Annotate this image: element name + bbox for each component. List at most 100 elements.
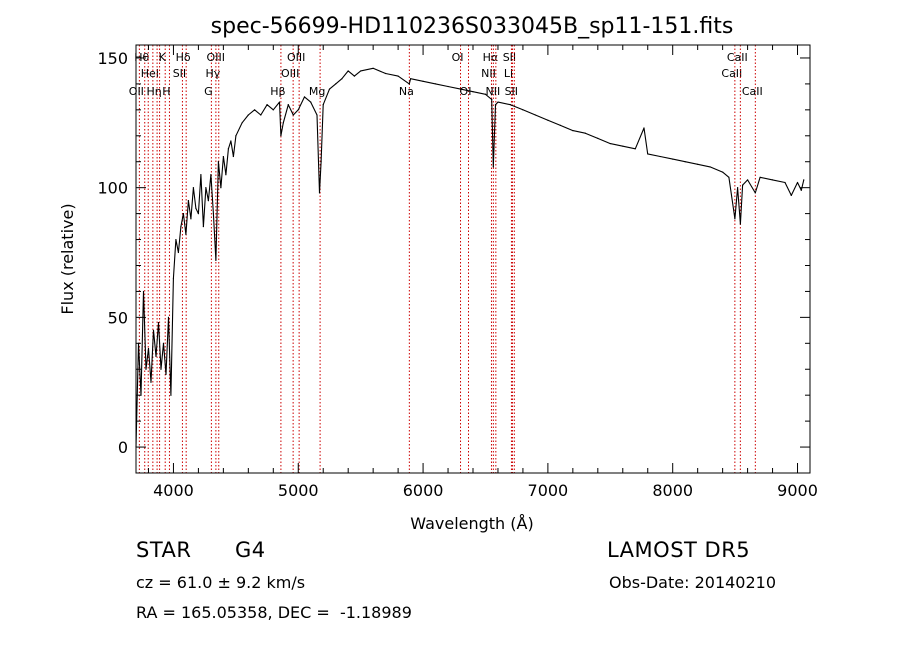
data-point (347, 70, 349, 72)
line-marker-label: OI (452, 51, 464, 64)
line-marker-label: SII (503, 51, 516, 64)
line-marker-label: Hη (146, 85, 161, 98)
line-marker-label: OIII (207, 51, 225, 64)
data-point (360, 70, 362, 72)
data-point (167, 316, 170, 318)
data-point (180, 225, 182, 228)
data-point (491, 98, 493, 101)
data-point (162, 342, 165, 344)
data-point (547, 119, 549, 121)
data-point (672, 158, 674, 160)
data-point (572, 130, 574, 132)
data-point (212, 213, 214, 215)
data-point (622, 145, 624, 147)
line-marker-label: G (204, 85, 213, 98)
coordinates: RA = 165.05358, DEC = -1.18989 (136, 603, 412, 622)
data-point (202, 225, 204, 228)
data-point (659, 155, 661, 158)
line-marker-label: Na (399, 85, 414, 98)
data-point (643, 127, 645, 129)
data-point (472, 91, 474, 93)
data-point (147, 347, 150, 350)
data-point (447, 85, 449, 88)
line-marker-label: HeI (141, 67, 159, 80)
data-point (734, 218, 736, 220)
data-point (247, 114, 249, 116)
data-point (372, 67, 374, 69)
line-marker-label: K (159, 51, 167, 64)
data-point (397, 75, 399, 77)
data-point (227, 148, 229, 150)
data-point (408, 83, 410, 85)
data-point (803, 179, 805, 181)
data-point (739, 223, 741, 225)
data-point (534, 114, 537, 116)
x-tick-label: 6000 (403, 481, 444, 500)
data-point (303, 96, 306, 98)
data-point (195, 207, 197, 210)
line-marker-label: OIII (287, 51, 305, 64)
data-point (170, 394, 172, 396)
spectrum-series (135, 67, 805, 448)
data-point (217, 161, 219, 163)
data-point (422, 80, 424, 82)
data-point (737, 187, 739, 189)
redshift-velocity: cz = 61.0 ± 9.2 km/s (136, 573, 306, 592)
data-point (177, 251, 180, 254)
data-point (697, 163, 699, 165)
object-subclass: G4 (235, 538, 266, 562)
data-point (222, 155, 224, 158)
data-point (409, 78, 412, 80)
data-point (235, 135, 237, 137)
data-point (771, 179, 774, 181)
data-point (266, 104, 268, 106)
data-point (722, 171, 724, 173)
data-point (220, 187, 222, 189)
axes: 4000 5000 6000 7000 8000 9000 0 50 100 150 (97, 45, 818, 500)
data-point (494, 104, 497, 106)
data-point (584, 132, 586, 134)
data-point (165, 373, 167, 376)
x-tick-label: 8000 (652, 481, 693, 500)
line-marker-label: Li (504, 67, 513, 80)
data-point (160, 368, 162, 370)
y-axis-label: Flux (relative) (58, 203, 77, 314)
data-point (353, 75, 356, 77)
data-point (215, 259, 217, 261)
data-point (192, 187, 195, 189)
y-tick-label: 100 (97, 179, 128, 198)
data-point (459, 88, 462, 90)
line-marker-label: CaII (727, 51, 748, 64)
data-point (297, 109, 299, 111)
data-point (335, 83, 337, 85)
data-point (318, 192, 321, 194)
data-point (207, 200, 209, 202)
y-tick-label: 50 (108, 308, 128, 327)
data-point (272, 109, 274, 111)
data-point (190, 218, 192, 220)
line-marker-label: OI (460, 85, 472, 98)
data-point (609, 142, 611, 145)
data-point (597, 137, 599, 139)
data-point (728, 176, 730, 178)
data-point (230, 140, 232, 142)
data-point (150, 381, 152, 383)
data-point (385, 72, 387, 75)
data-point (559, 124, 561, 127)
line-marker-label: Hβ (270, 85, 285, 98)
observation-date: Obs-Date: 20140210 (609, 573, 777, 592)
data-point (341, 78, 343, 80)
data-point (328, 88, 331, 90)
data-point (145, 368, 147, 370)
line-marker-label: SII (505, 85, 518, 98)
x-tick-label: 7000 (528, 481, 569, 500)
data-point (197, 213, 200, 215)
data-point (492, 166, 494, 168)
line-marker-label: NII (481, 67, 496, 80)
data-point (784, 181, 786, 184)
data-point (759, 176, 761, 178)
data-point (260, 114, 262, 116)
data-point (434, 83, 437, 85)
data-point (241, 122, 243, 124)
data-point (484, 93, 487, 95)
